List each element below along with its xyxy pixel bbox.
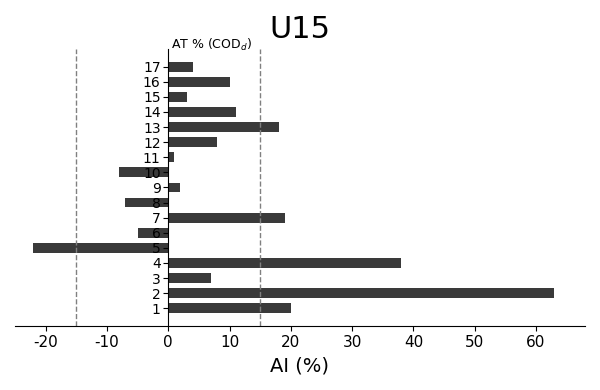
Bar — [168, 213, 284, 223]
Bar — [168, 62, 193, 71]
X-axis label: AI (%): AI (%) — [271, 356, 329, 375]
Bar — [119, 167, 168, 177]
Bar — [168, 122, 278, 132]
Bar — [137, 228, 168, 238]
Bar — [168, 107, 236, 117]
Bar — [168, 258, 401, 268]
Bar — [168, 303, 291, 313]
Bar — [168, 77, 230, 87]
Bar — [168, 183, 181, 192]
Bar — [125, 198, 168, 207]
Bar — [34, 243, 168, 253]
Bar — [168, 273, 211, 283]
Bar — [168, 288, 554, 298]
Bar — [168, 92, 187, 102]
Bar — [168, 152, 175, 162]
Text: AT % (COD$_d$): AT % (COD$_d$) — [171, 37, 252, 53]
Title: U15: U15 — [269, 15, 331, 44]
Bar — [168, 137, 217, 147]
